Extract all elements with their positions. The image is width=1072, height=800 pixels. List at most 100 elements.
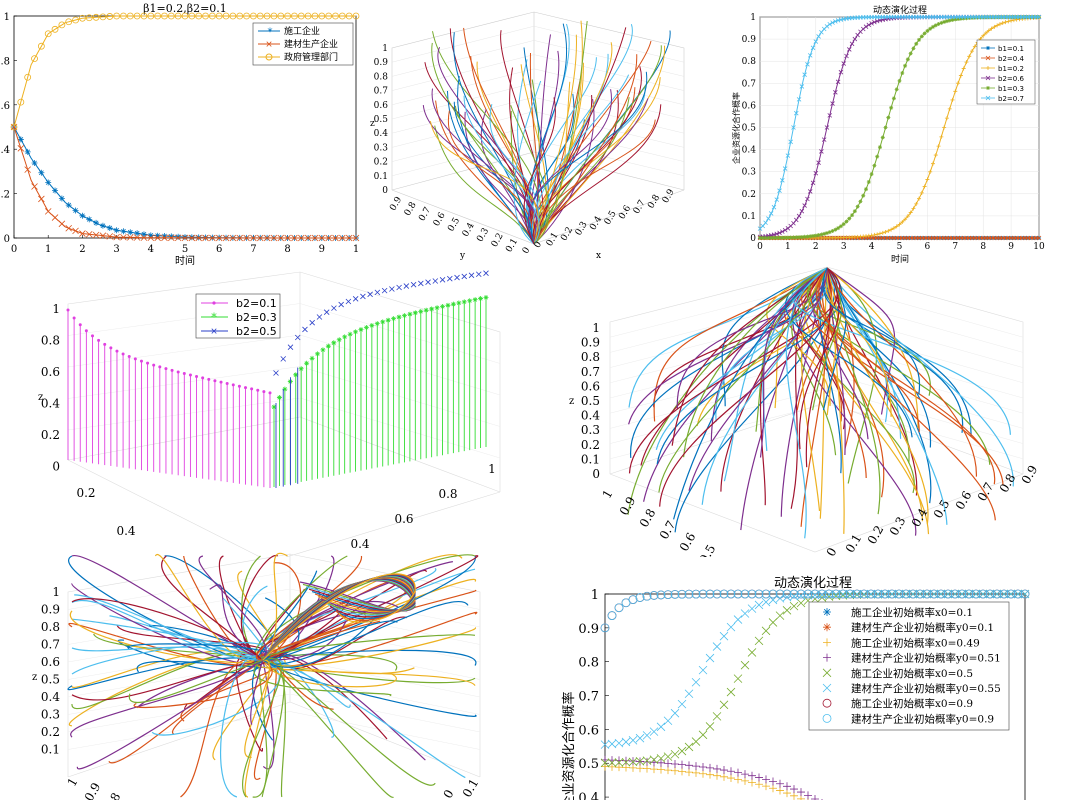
data-point [181,234,189,242]
data-point [712,712,722,721]
gridline [391,54,535,91]
data-point [99,222,106,229]
tick-label: 0.9 [1019,463,1041,487]
tick-label: 0.6 [578,723,599,738]
tick-label: 0.5 [446,216,462,234]
data-point [755,780,763,789]
tick-label: 2 [79,244,85,255]
data-point [741,776,749,785]
legend-label: b2=0.1 [236,297,277,310]
tick-label: 0.7 [632,198,648,216]
trajectory-line [824,267,892,417]
data-point [763,220,768,226]
data-point [883,229,888,234]
trajectory-line [71,555,264,661]
data-point [897,222,902,227]
tick-label: 0.7 [374,87,389,97]
data-point [844,53,849,59]
data-point [719,589,729,599]
data-point [99,232,107,239]
data-point [964,16,969,21]
tick-label: 0.4 [461,221,477,239]
data-point [823,638,831,647]
trajectory-line [826,267,978,477]
data-point [621,757,631,767]
data-point [601,762,609,771]
data-point [478,296,484,302]
tick-label: 0.8 [438,487,457,501]
chart-panel-2: 10.90.80.70.60.50.40.30.20.10 0 0.10.20.3… [370,11,685,261]
data-point [440,304,446,310]
data-point [863,24,869,29]
data-point [622,756,630,765]
data-point [161,233,168,240]
data-point [256,234,264,242]
data-point [719,631,729,641]
data-point [677,699,687,709]
legend-label: 建材生产企业初始概率y0=0.1 [851,621,994,634]
trajectory-line [262,659,351,708]
tick-label: 4 [148,244,154,255]
data-point [858,199,863,204]
tick-label: 0.6 [953,489,975,513]
data-point [824,589,834,599]
data-point [811,233,816,238]
tick-label: 0.9 [374,58,389,68]
data-point [799,235,804,240]
stem-head [201,376,205,380]
data-point [273,370,279,376]
data-point [908,589,918,599]
data-point [302,326,308,333]
data-point [318,12,326,20]
data-point [807,53,813,58]
data-point [845,590,855,600]
data-point [917,196,922,201]
tick-label: 6 [216,244,222,255]
data-point [113,12,120,20]
data-point [776,786,784,795]
data-point [847,216,852,221]
data-point [215,12,223,20]
data-point [797,788,805,797]
data-point [656,754,666,763]
data-point [410,281,417,288]
data-point [120,233,127,241]
data-point [713,764,721,773]
data-point [774,197,780,202]
data-point [777,230,782,236]
stem-head [250,387,254,391]
trajectory-line [527,89,612,245]
legend-label: 施工企业初始概率x0=0.49 [851,636,980,649]
data-point [358,327,364,333]
data-point [797,794,805,800]
data-point [875,154,880,159]
trajectory-line [533,34,551,245]
data-point [783,235,788,240]
data-point [657,765,665,774]
data-point [649,591,659,600]
data-point [740,589,750,599]
tick-label: 0.1 [374,172,388,182]
tick-label: 0.2 [581,438,600,452]
data-point [434,305,440,311]
data-point [726,589,736,599]
data-point [967,15,972,20]
tick-label: 3 [113,244,119,255]
data-point [134,230,141,237]
gridline [826,403,1024,460]
data-point [883,125,888,130]
trajectory-line [250,650,267,725]
gridline [533,139,685,177]
trajectory-line [533,54,638,245]
data-point [17,98,25,106]
tick-label: 0.5 [581,394,600,408]
data-point [866,233,871,238]
data-point [880,589,890,599]
data-point [986,46,990,50]
y-axis-label: 企业资源化合作概率 [731,92,741,164]
data-point [483,270,489,276]
data-point [705,722,715,731]
data-point [958,16,963,21]
data-point [614,603,624,613]
data-point [352,12,360,20]
